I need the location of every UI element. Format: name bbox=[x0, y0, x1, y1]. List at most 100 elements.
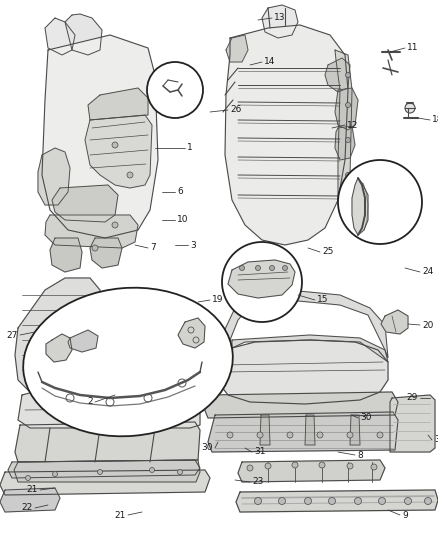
Circle shape bbox=[346, 72, 350, 77]
Text: 2: 2 bbox=[87, 398, 93, 407]
Polygon shape bbox=[46, 334, 72, 362]
Circle shape bbox=[222, 242, 302, 322]
Polygon shape bbox=[220, 290, 388, 358]
Text: 8: 8 bbox=[357, 450, 363, 459]
Polygon shape bbox=[0, 488, 60, 512]
Polygon shape bbox=[68, 330, 98, 352]
Text: 6: 6 bbox=[177, 188, 183, 197]
Text: 30c: 30c bbox=[434, 435, 438, 445]
Circle shape bbox=[247, 465, 253, 471]
Polygon shape bbox=[236, 490, 438, 512]
Circle shape bbox=[257, 432, 263, 438]
Circle shape bbox=[319, 462, 325, 468]
Polygon shape bbox=[14, 460, 200, 482]
Circle shape bbox=[377, 432, 383, 438]
Circle shape bbox=[354, 497, 361, 505]
Circle shape bbox=[265, 463, 271, 469]
Text: 7: 7 bbox=[150, 244, 156, 253]
Polygon shape bbox=[262, 5, 298, 38]
Circle shape bbox=[177, 470, 183, 474]
Circle shape bbox=[292, 462, 298, 468]
Circle shape bbox=[424, 497, 431, 505]
Circle shape bbox=[405, 103, 415, 113]
Text: 31: 31 bbox=[254, 448, 265, 456]
Polygon shape bbox=[85, 115, 152, 188]
Polygon shape bbox=[260, 415, 270, 445]
Circle shape bbox=[328, 497, 336, 505]
Circle shape bbox=[112, 222, 118, 228]
Circle shape bbox=[338, 160, 422, 244]
Polygon shape bbox=[390, 395, 435, 452]
Polygon shape bbox=[381, 310, 408, 334]
Circle shape bbox=[254, 497, 261, 505]
Circle shape bbox=[346, 102, 350, 108]
Circle shape bbox=[255, 265, 261, 271]
Circle shape bbox=[347, 463, 353, 469]
Polygon shape bbox=[218, 340, 388, 404]
Ellipse shape bbox=[23, 288, 233, 437]
Circle shape bbox=[147, 62, 203, 118]
Circle shape bbox=[304, 497, 311, 505]
Text: 18: 18 bbox=[432, 116, 438, 125]
Polygon shape bbox=[15, 278, 100, 392]
Polygon shape bbox=[90, 238, 122, 268]
Polygon shape bbox=[8, 460, 200, 478]
Polygon shape bbox=[350, 415, 360, 445]
Text: 23: 23 bbox=[252, 478, 263, 487]
Polygon shape bbox=[42, 35, 158, 238]
Text: 19: 19 bbox=[212, 295, 223, 304]
Text: 11: 11 bbox=[407, 44, 418, 52]
Polygon shape bbox=[335, 88, 358, 130]
Polygon shape bbox=[228, 260, 295, 298]
Circle shape bbox=[53, 472, 57, 477]
Polygon shape bbox=[88, 88, 148, 120]
Circle shape bbox=[269, 265, 275, 271]
Circle shape bbox=[227, 432, 233, 438]
Circle shape bbox=[240, 265, 244, 271]
Polygon shape bbox=[352, 178, 368, 235]
Text: 27: 27 bbox=[7, 330, 18, 340]
Circle shape bbox=[347, 432, 353, 438]
Polygon shape bbox=[45, 215, 138, 248]
Text: 24: 24 bbox=[422, 268, 433, 277]
Polygon shape bbox=[38, 148, 70, 205]
Polygon shape bbox=[50, 238, 82, 272]
Text: 10: 10 bbox=[177, 215, 188, 224]
Polygon shape bbox=[335, 126, 355, 160]
Text: 13: 13 bbox=[274, 13, 286, 22]
Circle shape bbox=[346, 203, 350, 207]
Polygon shape bbox=[208, 412, 398, 452]
Circle shape bbox=[346, 173, 350, 177]
Text: 25: 25 bbox=[322, 247, 333, 256]
Text: 30: 30 bbox=[201, 443, 213, 453]
Circle shape bbox=[317, 432, 323, 438]
Polygon shape bbox=[18, 382, 200, 428]
Circle shape bbox=[346, 138, 350, 142]
Circle shape bbox=[112, 142, 118, 148]
Text: 15: 15 bbox=[317, 295, 328, 304]
Text: 9: 9 bbox=[402, 511, 408, 520]
Polygon shape bbox=[45, 18, 75, 55]
Polygon shape bbox=[15, 422, 200, 462]
Polygon shape bbox=[335, 50, 352, 200]
Text: 30: 30 bbox=[360, 414, 371, 423]
Text: 20: 20 bbox=[422, 320, 433, 329]
Text: 26: 26 bbox=[230, 106, 241, 115]
Circle shape bbox=[98, 470, 102, 474]
Text: 1: 1 bbox=[187, 143, 193, 152]
Circle shape bbox=[378, 497, 385, 505]
Polygon shape bbox=[178, 318, 205, 348]
Polygon shape bbox=[238, 460, 385, 482]
Polygon shape bbox=[65, 14, 102, 55]
Circle shape bbox=[279, 497, 286, 505]
Circle shape bbox=[287, 432, 293, 438]
Circle shape bbox=[127, 172, 133, 178]
Text: 22: 22 bbox=[22, 504, 33, 513]
Polygon shape bbox=[232, 335, 388, 362]
Polygon shape bbox=[325, 58, 350, 92]
Text: 21: 21 bbox=[115, 511, 126, 520]
Polygon shape bbox=[204, 392, 398, 418]
Text: 3: 3 bbox=[190, 240, 196, 249]
Text: 12: 12 bbox=[347, 120, 358, 130]
Text: 21: 21 bbox=[27, 486, 38, 495]
